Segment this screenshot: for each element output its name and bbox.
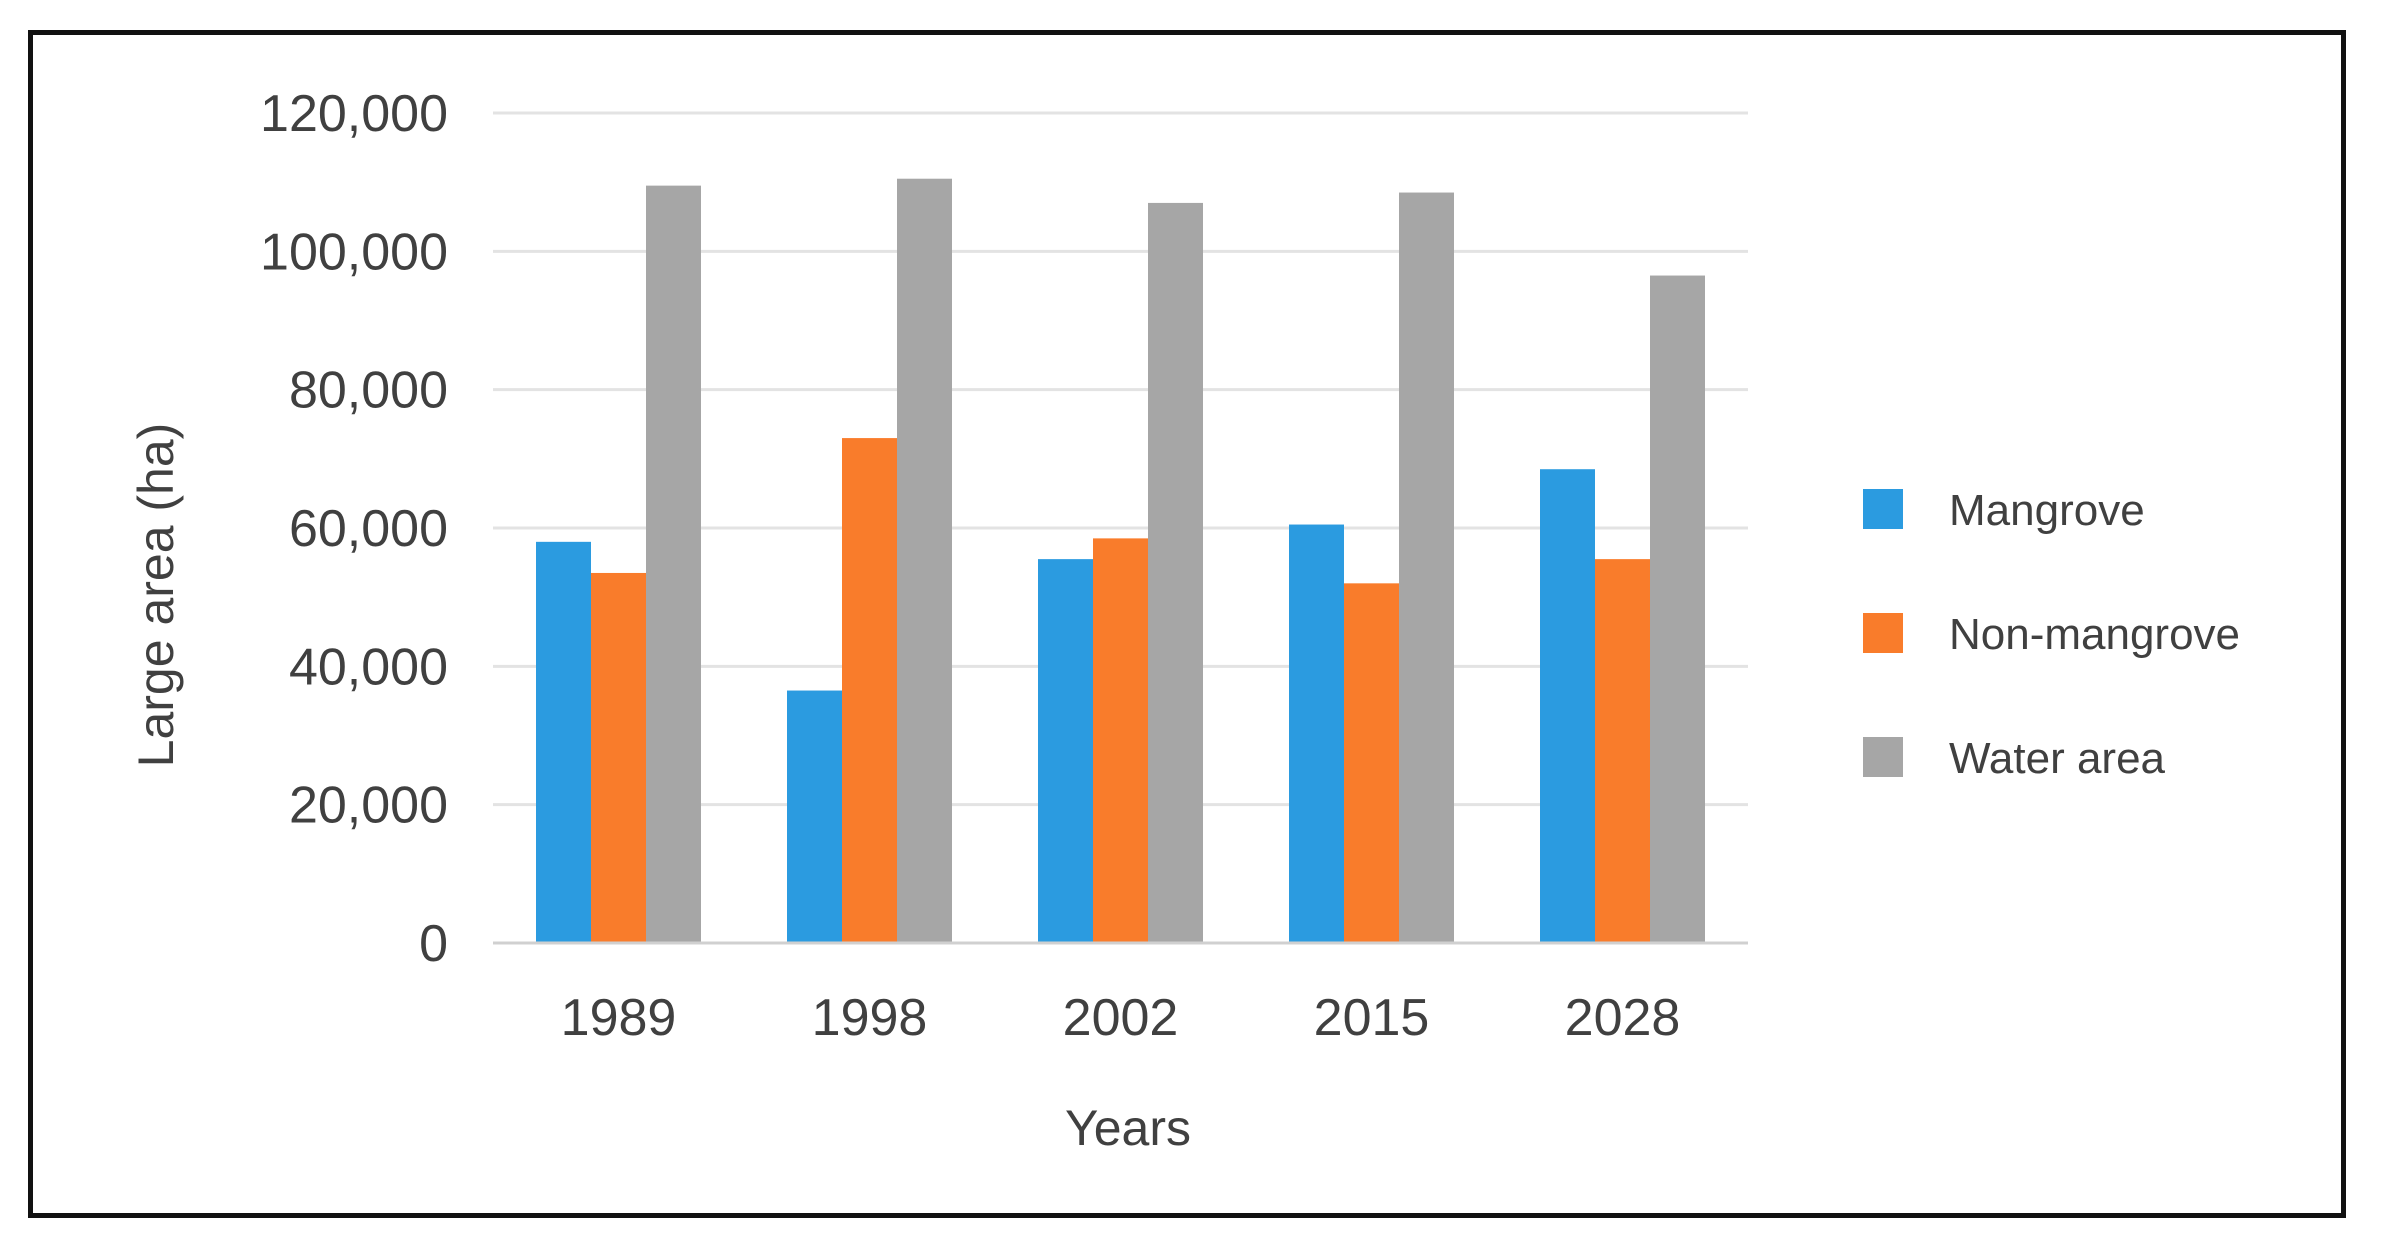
legend-swatch-water-area	[1863, 737, 1903, 777]
x-tick-label: 1989	[561, 989, 677, 1047]
x-tick-label: 2002	[1063, 989, 1179, 1047]
x-tick-label: 1998	[812, 989, 928, 1047]
bar-non-mangrove-2015	[1344, 583, 1399, 943]
x-tick-label: 2028	[1565, 989, 1681, 1047]
bar-water-area-1989	[646, 185, 701, 943]
bars	[536, 178, 1705, 944]
legend: Mangrove Non-mangrove Water area	[1863, 486, 2240, 783]
legend-swatch-mangrove	[1863, 489, 1903, 529]
y-axis-title: Large area (ha)	[128, 423, 184, 768]
bar-non-mangrove-2028	[1595, 559, 1650, 943]
bar-non-mangrove-2002	[1093, 538, 1148, 943]
axes: 0 20,000 40,000 60,000 80,000 100,000 120,000 1…	[260, 85, 1748, 1047]
y-tick-label: 80,000	[289, 362, 448, 420]
chart-frame: 0 20,000 40,000 60,000 80,000 100,000 120,000 1…	[28, 30, 2346, 1218]
legend-label-non-mangrove: Non-mangrove	[1949, 610, 2240, 659]
y-tick-label: 120,000	[260, 85, 448, 143]
gridlines	[493, 111, 1748, 807]
bar-non-mangrove-1998	[842, 438, 897, 943]
y-tick-label: 40,000	[289, 638, 448, 696]
bar-mangrove-2002	[1038, 559, 1093, 943]
legend-label-water-area: Water area	[1949, 734, 2166, 783]
bar-mangrove-2028	[1540, 469, 1595, 943]
legend-label-mangrove: Mangrove	[1949, 486, 2145, 535]
y-tick-label: 20,000	[289, 777, 448, 835]
bar-non-mangrove-1989	[591, 572, 646, 943]
x-tick-label: 2015	[1314, 989, 1430, 1047]
bar-water-area-2028	[1650, 275, 1705, 943]
bar-mangrove-2015	[1289, 524, 1344, 943]
bar-mangrove-1989	[536, 541, 591, 943]
bar-water-area-2015	[1399, 192, 1454, 943]
legend-swatch-non-mangrove	[1863, 613, 1903, 653]
y-tick-label: 100,000	[260, 223, 448, 281]
bar-water-area-2002	[1148, 202, 1203, 943]
y-tick-label: 60,000	[289, 500, 448, 558]
x-axis-title: Years	[1065, 1100, 1191, 1156]
y-tick-label: 0	[419, 915, 448, 973]
bar-chart: 0 20,000 40,000 60,000 80,000 100,000 120,000 1…	[128, 85, 2240, 1156]
bar-mangrove-1998	[787, 690, 842, 943]
bar-water-area-1998	[897, 178, 952, 944]
